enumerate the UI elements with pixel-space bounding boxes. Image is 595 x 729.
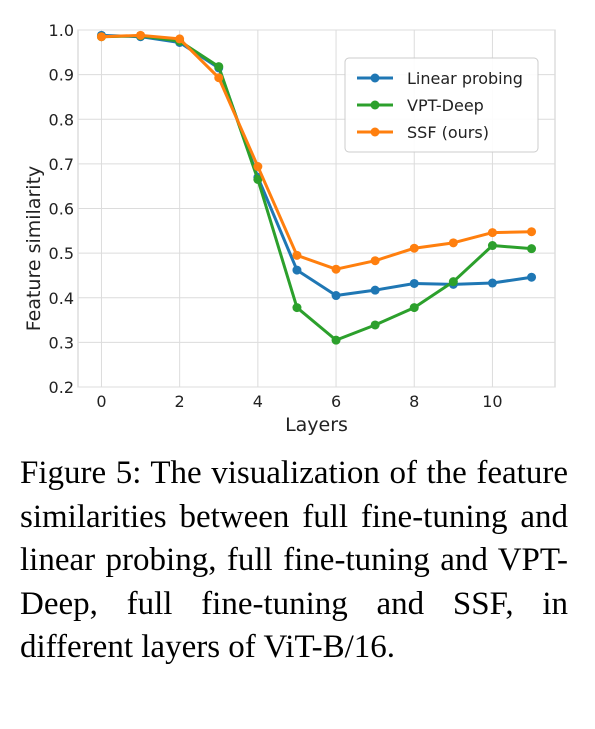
- legend-swatch-marker: [370, 127, 380, 137]
- y-tick-label: 0.2: [49, 378, 74, 397]
- data-point: [487, 241, 497, 251]
- legend-box: [344, 57, 539, 153]
- data-point: [409, 278, 419, 288]
- x-tick-label: 10: [482, 392, 502, 411]
- x-tick-label: 4: [253, 392, 263, 411]
- data-point: [175, 34, 185, 44]
- tick-labels: 0 2 4 6 8 10 0.2 0.3 0.4 0.5 0.6 0.7 0.8 0.9 1.0: [49, 21, 503, 411]
- y-tick-label: 0.3: [49, 333, 74, 352]
- data-point: [331, 335, 341, 345]
- x-tick-label: 8: [409, 392, 419, 411]
- data-point: [409, 303, 419, 313]
- data-point: [253, 162, 263, 172]
- x-tick-label: 0: [96, 392, 106, 411]
- data-point: [96, 32, 106, 42]
- y-axis-label: Feature similarity: [23, 166, 45, 332]
- legend-swatch-marker: [370, 73, 380, 83]
- data-point: [409, 243, 419, 253]
- legend-entry: SSF (ours): [357, 123, 489, 142]
- legend-label: SSF (ours): [407, 123, 489, 142]
- data-point: [292, 303, 302, 313]
- y-tick-label: 0.4: [49, 289, 74, 308]
- x-axis-label: Layers: [285, 414, 348, 436]
- data-point: [527, 272, 537, 282]
- legend-label: Linear probing: [407, 69, 523, 88]
- data-point: [253, 174, 263, 184]
- y-tick-label: 0.5: [49, 244, 74, 263]
- series-2: [96, 30, 537, 274]
- data-point: [292, 250, 302, 260]
- data-point: [136, 30, 146, 40]
- data-point: [214, 62, 224, 72]
- legend: Linear probing VPT-Deep SSF (ours): [344, 57, 539, 153]
- x-tick-label: 2: [175, 392, 185, 411]
- feature-similarity-chart: 0 2 4 6 8 10 0.2 0.3 0.4 0.5 0.6 0.7 0.8 0.9 1.0 Layer…: [23, 21, 556, 436]
- chart-svg: 0 2 4 6 8 10 0.2 0.3 0.4 0.5 0.6 0.7 0.8 0.9 1.0 Layer…: [23, 21, 556, 436]
- grid-lines: [78, 29, 555, 388]
- x-tick-label: 6: [331, 392, 341, 411]
- legend-entry: VPT-Deep: [357, 96, 484, 115]
- data-point: [527, 227, 537, 237]
- data-point: [448, 238, 458, 248]
- figure-caption: Figure 5: The visualization of the featu…: [20, 455, 568, 665]
- data-point: [527, 244, 537, 254]
- legend-entry: Linear probing: [357, 69, 523, 88]
- series-line: [101, 33, 532, 271]
- y-tick-label: 0.8: [49, 110, 74, 129]
- data-point: [487, 228, 497, 238]
- y-tick-label: 1.0: [49, 21, 74, 40]
- data-point: [370, 320, 380, 330]
- data-point: [370, 285, 380, 295]
- y-tick-label: 0.7: [49, 155, 74, 174]
- data-point: [292, 265, 302, 275]
- series-line: [101, 34, 532, 342]
- y-tick-label: 0.9: [49, 66, 74, 85]
- series-layer: [96, 30, 537, 345]
- data-point: [448, 277, 458, 287]
- y-tick-label: 0.6: [49, 200, 74, 219]
- legend-swatch-marker: [370, 100, 380, 110]
- legend-label: VPT-Deep: [407, 96, 484, 115]
- data-point: [370, 256, 380, 266]
- data-point: [487, 278, 497, 288]
- data-point: [331, 291, 341, 301]
- data-point: [331, 264, 341, 274]
- data-point: [214, 73, 224, 83]
